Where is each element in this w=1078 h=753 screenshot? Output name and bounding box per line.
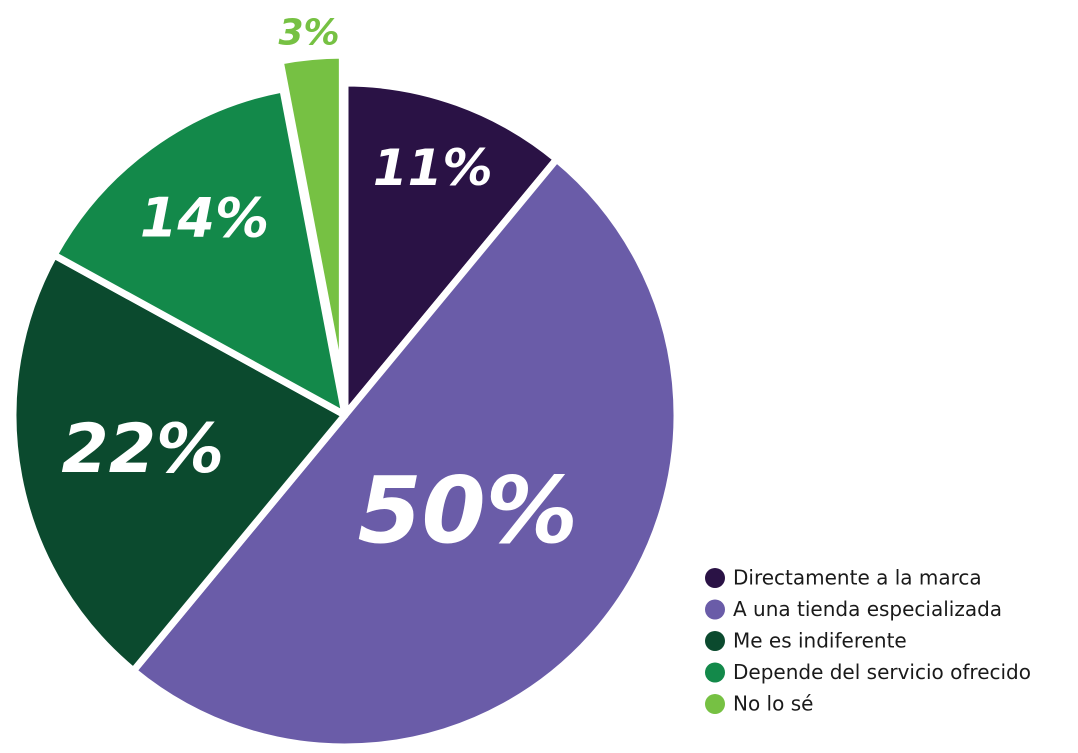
legend-swatch: [705, 599, 725, 620]
pie-slice: [276, 51, 346, 391]
legend-swatch: [705, 631, 725, 651]
slice-label: 11%: [373, 139, 493, 197]
pie-slice: [341, 79, 561, 419]
slice-label: 50%: [358, 457, 578, 564]
slice-label: 22%: [61, 410, 224, 489]
legend-swatch: [705, 662, 725, 683]
legend-label: No lo sé: [733, 692, 813, 716]
slice-label: 14%: [140, 186, 269, 249]
legend-label: A una tienda especializada: [733, 597, 1002, 621]
pie-slice: [50, 85, 349, 419]
pie-slice: [9, 251, 349, 675]
slice-label: 3%: [278, 13, 339, 54]
pie-slice: [129, 155, 681, 751]
legend-swatch: [705, 568, 725, 588]
legend-label: Me es indiferente: [733, 629, 907, 653]
legend-swatch: [705, 694, 725, 714]
legend-label: Depende del servicio ofrecido: [733, 660, 1031, 684]
legend-label: Directamente a la marca: [733, 566, 982, 590]
